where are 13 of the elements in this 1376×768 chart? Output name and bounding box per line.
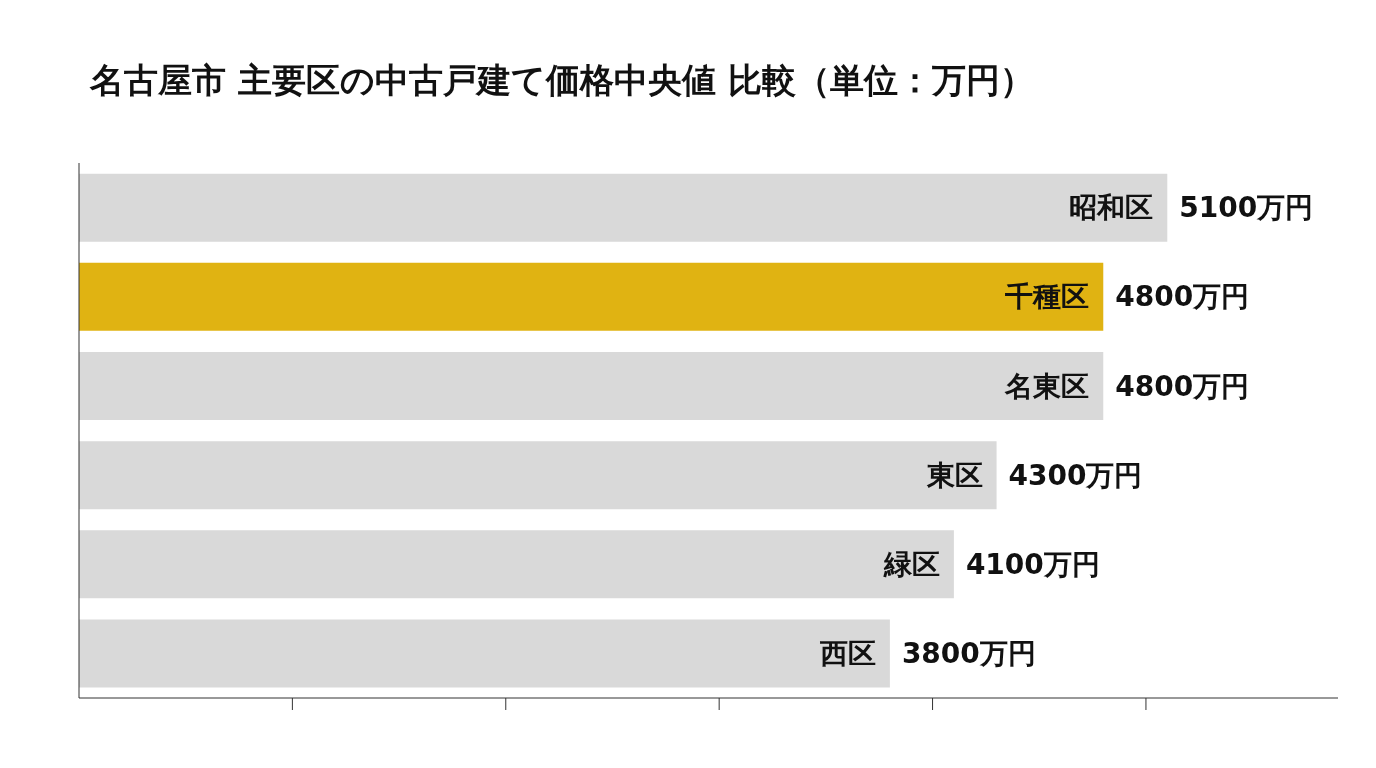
y-tick-label: 緑区	[882, 547, 940, 581]
y-tick-label: 昭和区	[1069, 191, 1154, 225]
data-label: 4800万円	[1115, 280, 1250, 314]
chart-title: 名古屋市 主要区の中古戸建て価格中央値 比較（単位：万円）	[88, 59, 1035, 102]
y-tick-label: 西区	[818, 637, 876, 671]
data-label: 4800万円	[1115, 369, 1250, 403]
data-label: 4300万円	[1008, 458, 1143, 492]
data-label: 5100万円	[1179, 191, 1314, 225]
data-label: 3800万円	[901, 637, 1036, 671]
y-tick-label: 名東区	[1004, 369, 1090, 403]
y-tick-label: 東区	[925, 458, 983, 492]
y-tick-label: 千種区	[1004, 280, 1090, 314]
data-label: 4100万円	[965, 547, 1100, 581]
